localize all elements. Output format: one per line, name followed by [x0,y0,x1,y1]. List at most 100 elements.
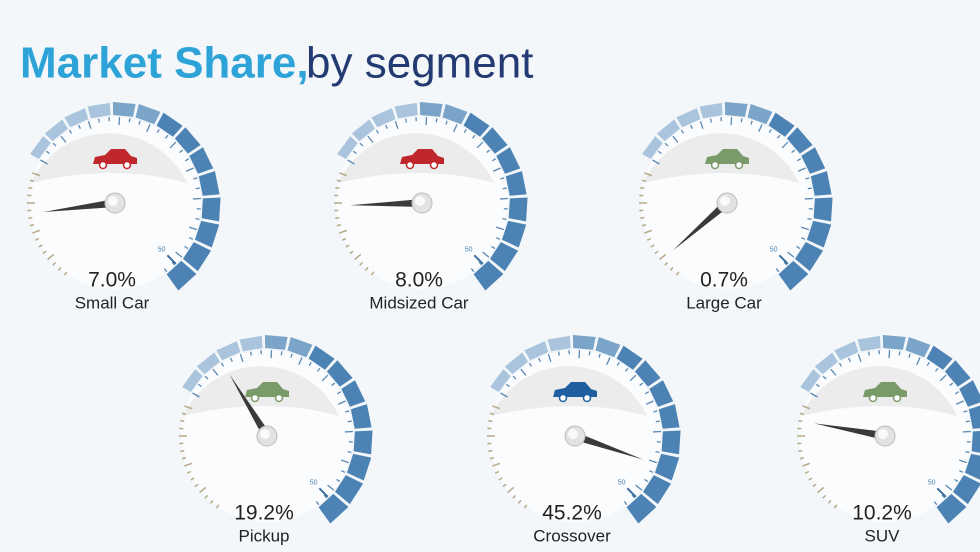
minor-tick [498,477,503,481]
minor-tick [336,478,341,483]
minor-tick [199,486,207,494]
gauge-segment [353,430,373,455]
value-label: 8.0% [395,269,443,292]
car-wheel [892,393,902,403]
car-wheel [429,160,439,170]
minor-tick [29,179,35,182]
minor-tick [616,361,620,367]
minor-tick [502,483,507,488]
tick-label: 50 [158,247,166,254]
minor-tick [659,253,667,261]
minor-tick [815,383,820,388]
gauge-segment [658,404,680,429]
minor-tick [775,268,780,273]
gauge-segment [747,103,773,125]
tick-label: 50 [770,247,778,254]
gauge-segment [699,102,723,119]
category-label: Midsized Car [369,293,469,312]
minor-tick [45,150,50,155]
minor-tick [327,484,335,491]
car-icon [863,382,907,397]
minor-tick [804,470,810,474]
minor-tick [128,118,131,123]
gauge-segment [905,336,931,358]
gauge-segment [834,341,859,361]
minor-tick [164,134,169,139]
gauge-segment [778,260,809,291]
gauge-segment [801,147,826,174]
minor-tick [197,383,202,388]
category-label: Crossover [533,526,611,545]
minor-tick [28,216,33,220]
tick-mark [318,487,329,498]
tick-label: 50 [618,480,626,487]
value-label: 19.2% [234,502,294,525]
minor-tick [476,141,484,149]
needle-hub-highlight [260,429,270,439]
minor-tick [42,250,47,255]
car-wheel [274,393,284,403]
minor-tick [857,354,862,363]
gauge-segment [936,493,967,524]
minor-tick [190,477,195,481]
minor-tick [798,449,803,453]
minor-tick [933,501,938,506]
gauge-segment [508,197,528,222]
car-icon [245,382,289,397]
gauge-segment [394,102,418,119]
minor-tick [652,159,660,165]
needle [814,423,886,440]
minor-tick [32,229,41,234]
minor-tick [364,266,369,271]
car-wheel [868,393,878,403]
gauge-segment [490,242,519,272]
gauge-segment [166,260,197,291]
gauge-segment [547,335,571,352]
minor-tick [631,494,636,499]
minor-tick [646,237,652,241]
minor-tick [298,357,303,366]
minor-tick [78,124,81,129]
minor-tick [908,353,911,358]
car-wheel [98,160,108,170]
gauge-segment [201,197,221,222]
minor-tick [156,128,160,134]
tick-mark [778,254,789,265]
minor-tick [965,420,970,423]
gauge-segment [572,334,596,350]
gauge-segment [595,336,621,358]
minor-tick [512,375,517,380]
minor-tick [644,229,653,234]
minor-tick [29,224,35,227]
gauge-segment [505,171,527,196]
gauge-segment [724,101,748,117]
minor-tick [47,253,55,261]
gauge-segment [661,430,681,455]
gauge-segment [964,453,980,480]
minor-tick [321,374,329,382]
minor-tick [867,351,870,356]
tick-mark [936,487,947,498]
minor-tick [347,420,352,423]
minor-tick [645,400,654,405]
car-icon [400,149,444,164]
gauge-segment [649,380,674,407]
minor-tick [690,124,693,129]
minor-tick [394,121,399,130]
minor-tick [740,118,743,123]
minor-tick [335,216,340,220]
gauge-segment [473,260,504,291]
minor-tick [802,462,811,467]
minor-tick [528,362,533,367]
minor-tick [478,261,483,266]
minor-tick [453,124,458,133]
minor-tick [800,226,809,231]
minor-tick [189,237,194,240]
minor-tick [331,382,336,387]
title: Market Share, [20,39,309,88]
minor-tick [290,353,293,358]
needle [672,199,730,251]
tick-label: 50 [928,480,936,487]
minor-tick [97,118,100,123]
minor-tick [482,251,490,258]
